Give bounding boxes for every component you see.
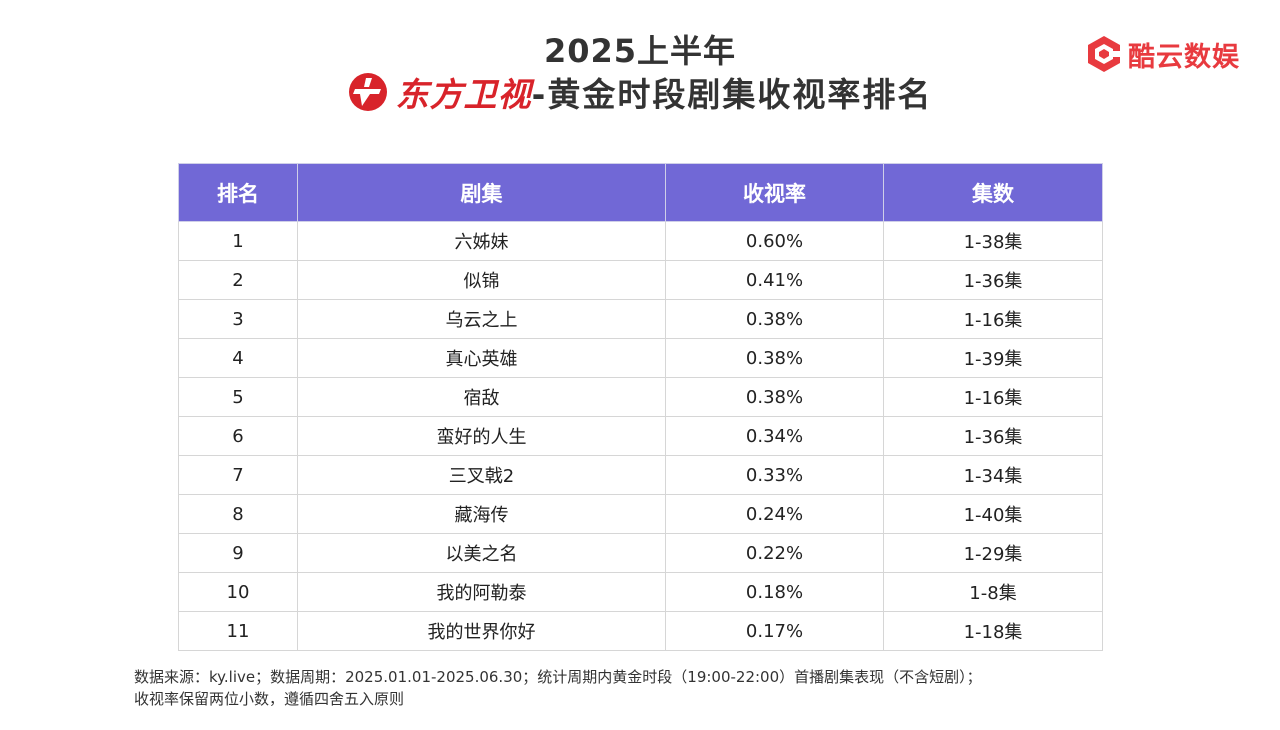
table-row: 1 六姊妹 0.60% 1-38集 — [178, 221, 1103, 261]
rank-cell: 2 — [178, 260, 298, 300]
title-cell: 似锦 — [297, 260, 666, 300]
table-row: 3 乌云之上 0.38% 1-16集 — [178, 299, 1103, 339]
brand-logo: 酷云数娱 — [1086, 33, 1240, 75]
footnote-source: 数据来源：ky.live；数据周期：2025.01.01-2025.06.30；… — [134, 668, 982, 686]
rating-cell: 0.41% — [665, 260, 884, 300]
title-cell: 藏海传 — [297, 494, 666, 534]
rank-cell: 6 — [178, 416, 298, 456]
brand-name: 酷云数娱 — [1128, 41, 1240, 73]
title-text: -黄金时段剧集收视率排名 — [531, 75, 933, 114]
rating-cell: 0.34% — [665, 416, 884, 456]
rank-cell: 10 — [178, 572, 298, 612]
rating-cell: 0.33% — [665, 455, 884, 495]
rank-cell: 7 — [178, 455, 298, 495]
table-row: 2 似锦 0.41% 1-36集 — [178, 260, 1103, 300]
rank-cell: 11 — [178, 611, 298, 651]
rating-cell: 0.38% — [665, 299, 884, 339]
title-cell: 三叉戟2 — [297, 455, 666, 495]
rank-cell: 9 — [178, 533, 298, 573]
page-title: 东方卫视 -黄金时段剧集收视率排名 — [0, 70, 1280, 114]
episodes-cell: 1-16集 — [883, 299, 1103, 339]
channel-name: 东方卫视 — [395, 75, 532, 114]
episodes-cell: 1-16集 — [883, 377, 1103, 417]
table-row: 10 我的阿勒泰 0.18% 1-8集 — [178, 572, 1103, 612]
episodes-cell: 1-39集 — [883, 338, 1103, 378]
rank-cell: 3 — [178, 299, 298, 339]
kuyun-logo-icon — [1088, 36, 1120, 72]
rating-cell: 0.17% — [665, 611, 884, 651]
episodes-cell: 1-29集 — [883, 533, 1103, 573]
dragon-tv-logo-icon — [348, 73, 387, 111]
table-row: 5 宿敌 0.38% 1-16集 — [178, 377, 1103, 417]
episodes-cell: 1-18集 — [883, 611, 1103, 651]
rating-cell: 0.22% — [665, 533, 884, 573]
episodes-cell: 1-38集 — [883, 221, 1103, 261]
table-header-row: 排名 剧集 收视率 集数 — [178, 163, 1103, 222]
footnote-rounding: 收视率保留两位小数，遵循四舍五入原则 — [134, 690, 405, 708]
title-cell: 乌云之上 — [297, 299, 666, 339]
rating-cell: 0.18% — [665, 572, 884, 612]
table-row: 4 真心英雄 0.38% 1-39集 — [178, 338, 1103, 378]
header-title: 剧集 — [297, 163, 666, 222]
rating-cell: 0.24% — [665, 494, 884, 534]
table-row: 9 以美之名 0.22% 1-29集 — [178, 533, 1103, 573]
rating-cell: 0.38% — [665, 377, 884, 417]
title-cell: 真心英雄 — [297, 338, 666, 378]
title-cell: 宿敌 — [297, 377, 666, 417]
footnote: 数据来源：ky.live；数据周期：2025.01.01-2025.06.30；… — [134, 666, 1244, 710]
title-cell: 蛮好的人生 — [297, 416, 666, 456]
ratings-table: 排名 剧集 收视率 集数 1 六姊妹 0.60% 1-38集 2 似锦 0.41… — [178, 163, 1103, 651]
episodes-cell: 1-34集 — [883, 455, 1103, 495]
title-cell: 我的世界你好 — [297, 611, 666, 651]
rank-cell: 5 — [178, 377, 298, 417]
episodes-cell: 1-36集 — [883, 260, 1103, 300]
title-cell: 六姊妹 — [297, 221, 666, 261]
year-title: 2025上半年 — [543, 32, 737, 70]
table-row: 7 三叉戟2 0.33% 1-34集 — [178, 455, 1103, 495]
table-row: 8 藏海传 0.24% 1-40集 — [178, 494, 1103, 534]
header-rating: 收视率 — [665, 163, 884, 222]
rating-cell: 0.38% — [665, 338, 884, 378]
episodes-cell: 1-8集 — [883, 572, 1103, 612]
episodes-cell: 1-40集 — [883, 494, 1103, 534]
episodes-cell: 1-36集 — [883, 416, 1103, 456]
header-episodes: 集数 — [883, 163, 1103, 222]
rank-cell: 4 — [178, 338, 298, 378]
rank-cell: 1 — [178, 221, 298, 261]
rank-cell: 8 — [178, 494, 298, 534]
header-rank: 排名 — [178, 163, 298, 222]
rating-cell: 0.60% — [665, 221, 884, 261]
table-row: 11 我的世界你好 0.17% 1-18集 — [178, 611, 1103, 651]
table-row: 6 蛮好的人生 0.34% 1-36集 — [178, 416, 1103, 456]
title-cell: 以美之名 — [297, 533, 666, 573]
title-cell: 我的阿勒泰 — [297, 572, 666, 612]
